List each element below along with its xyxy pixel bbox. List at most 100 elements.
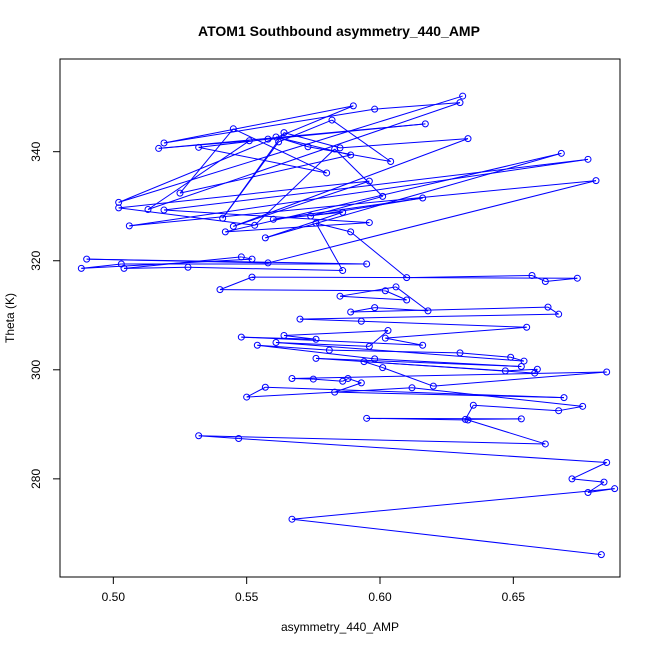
- data-point: [603, 368, 611, 376]
- data-point: [296, 315, 304, 323]
- series-line-segment: [219, 276, 253, 291]
- data-point: [419, 341, 427, 349]
- series-line-segment: [225, 222, 370, 233]
- series-line-segment: [118, 105, 354, 203]
- data-point: [235, 435, 243, 443]
- data-point: [269, 215, 277, 223]
- series-line-segment: [339, 138, 469, 149]
- series-line-segment: [347, 378, 362, 384]
- data-point: [507, 353, 515, 361]
- series-line-segment: [219, 289, 386, 292]
- data-point: [243, 393, 251, 401]
- data-point: [115, 204, 123, 212]
- data-point: [280, 331, 288, 339]
- data-point: [184, 263, 192, 271]
- data-point: [195, 432, 203, 440]
- series-line-segment: [238, 438, 607, 463]
- x-axis: 0.50 0.55 0.60 0.65: [102, 576, 525, 604]
- series-line-segment: [291, 518, 602, 556]
- data-point: [456, 349, 464, 357]
- data-point: [603, 458, 611, 466]
- series-line-segment: [241, 336, 317, 340]
- data-point: [365, 219, 373, 227]
- data-point: [323, 169, 331, 177]
- series-line-segment: [222, 132, 285, 219]
- data-point: [155, 144, 163, 152]
- data-point: [419, 194, 427, 202]
- series-line-segment: [241, 256, 253, 260]
- data-point: [344, 375, 352, 383]
- series-line-segment: [385, 326, 527, 339]
- series-line-segment: [283, 132, 341, 149]
- series-line-segment: [257, 344, 375, 360]
- data-point: [579, 402, 587, 410]
- series-line-segment: [411, 387, 583, 407]
- series-line-segment: [334, 382, 362, 393]
- series-line-segment: [147, 102, 461, 210]
- data-point: [309, 375, 317, 383]
- series-line-segment: [147, 140, 250, 210]
- data-point: [528, 271, 536, 279]
- data-point: [381, 334, 389, 342]
- data-point: [336, 144, 344, 152]
- series-line-segment: [369, 330, 389, 347]
- data-point: [120, 264, 128, 272]
- data-point: [339, 267, 347, 275]
- data-point: [459, 92, 467, 100]
- series-line-segment: [505, 368, 538, 372]
- data-point: [363, 414, 371, 422]
- data-point: [312, 219, 320, 227]
- series-line-segment: [329, 349, 461, 354]
- data-point: [555, 310, 563, 318]
- series-line-segment: [395, 286, 429, 312]
- series-line-segment: [233, 128, 327, 174]
- series-line-segment: [198, 146, 327, 174]
- series-line-segment: [265, 386, 565, 399]
- data-point: [469, 401, 477, 409]
- data-point: [456, 99, 464, 107]
- series-line-segment: [118, 207, 255, 226]
- data-point: [264, 259, 272, 267]
- x-tick-label: 0.50: [102, 590, 126, 604]
- data-point: [357, 317, 365, 325]
- series-line-segment: [198, 435, 239, 440]
- y-tick-label: 340: [29, 141, 43, 161]
- series-line-segment: [363, 361, 506, 372]
- data-point: [357, 379, 365, 387]
- series-line-segment: [534, 368, 538, 374]
- data-point: [584, 488, 592, 496]
- data-point: [339, 208, 347, 216]
- data-point: [325, 346, 333, 354]
- series-line-segment: [198, 138, 269, 148]
- data-point: [331, 145, 339, 153]
- data-point: [381, 287, 389, 295]
- data-point: [251, 221, 259, 229]
- data-point: [307, 212, 315, 220]
- data-point: [408, 384, 416, 392]
- data-point: [237, 253, 245, 261]
- series-line-segment: [473, 404, 559, 412]
- data-point: [144, 205, 152, 213]
- data-point: [533, 365, 541, 373]
- series-line-segment: [459, 352, 511, 358]
- data-point: [347, 151, 355, 159]
- data-point: [592, 177, 600, 185]
- data-point: [349, 102, 357, 110]
- series-line-segment: [350, 307, 375, 313]
- series-line-segment: [273, 197, 423, 220]
- data-point: [461, 415, 469, 423]
- series-line-segment: [433, 371, 607, 387]
- data-point: [272, 339, 280, 347]
- data-point: [331, 388, 339, 396]
- series-line-segment: [315, 222, 351, 233]
- series-line-segment: [251, 276, 578, 279]
- series-line-segment: [361, 320, 527, 328]
- series-line-segment: [571, 478, 605, 483]
- chart-title: ATOM1 Southbound asymmetry_440_AMP: [198, 23, 480, 39]
- data-point: [253, 341, 261, 349]
- data-point: [261, 383, 269, 391]
- data-point: [517, 415, 525, 423]
- series-line-segment: [118, 95, 463, 203]
- data-point: [264, 135, 272, 143]
